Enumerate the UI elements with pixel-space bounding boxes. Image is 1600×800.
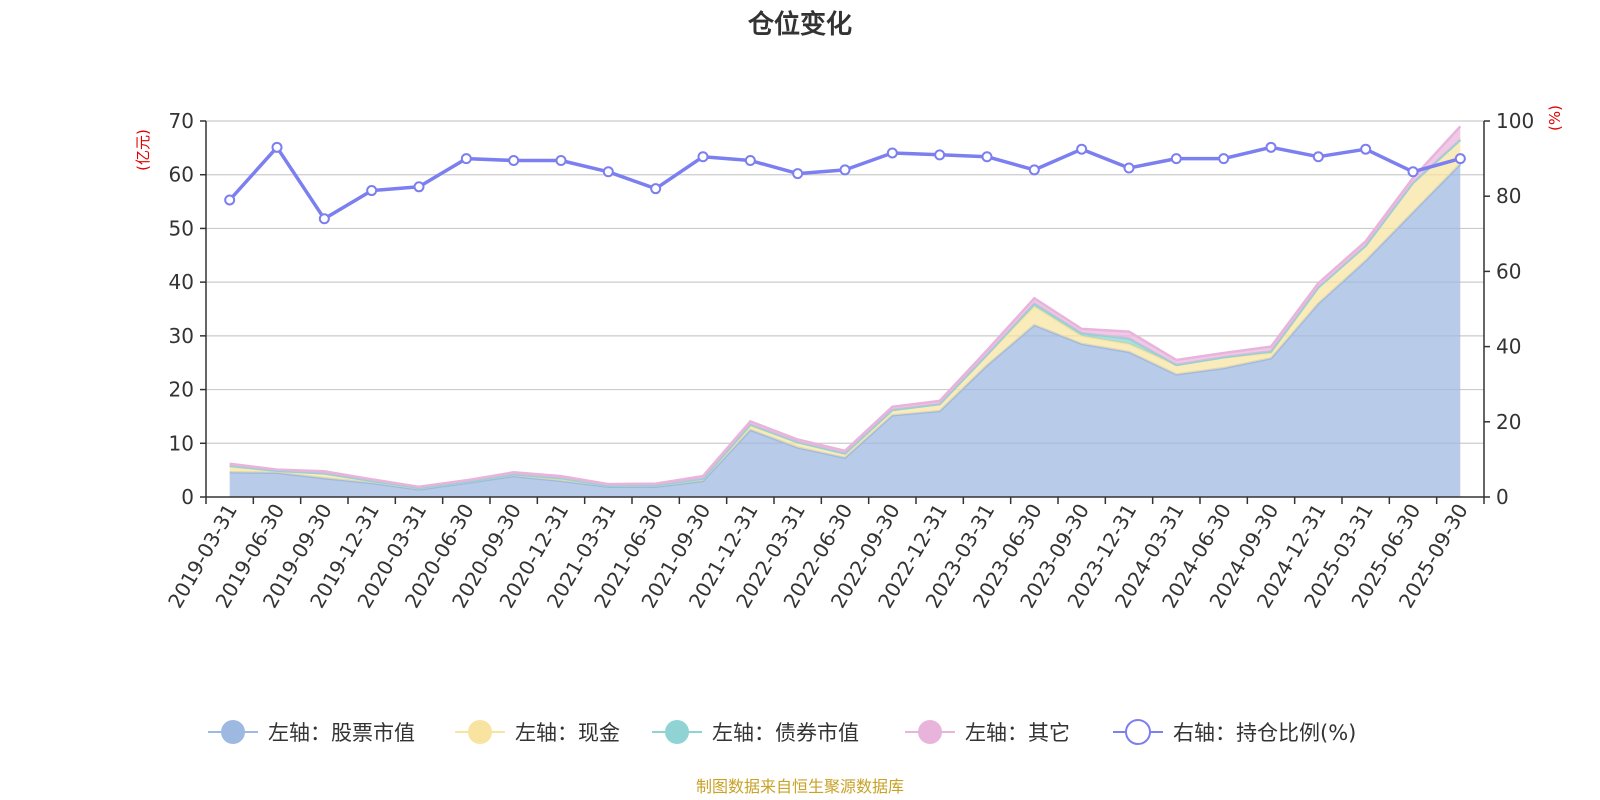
ratio-point — [1076, 143, 1088, 155]
ratio-point — [792, 168, 804, 180]
legend-item-1: 左轴：现金 — [455, 720, 620, 745]
ratio-point — [555, 154, 567, 166]
legend-label: 左轴：其它 — [965, 721, 1070, 745]
ratio-point — [981, 151, 993, 163]
ratio-point — [508, 154, 520, 166]
legend-item-3: 左轴：其它 — [905, 720, 1070, 745]
ratio-point — [366, 185, 378, 197]
data-source-note: 制图数据来自恒生聚源数据库 — [696, 777, 904, 796]
ratio-point — [602, 166, 614, 178]
right-axis-unit: (%) — [1546, 105, 1564, 131]
left-tick-label: 40 — [169, 270, 194, 294]
left-tick-label: 20 — [169, 378, 194, 402]
ratio-point — [744, 154, 756, 166]
ratio-point — [886, 147, 898, 159]
legend-marker — [221, 720, 245, 744]
ratio-point — [1170, 153, 1182, 165]
left-tick-label: 60 — [169, 163, 194, 187]
right-tick-label: 40 — [1496, 335, 1521, 359]
legend-label: 左轴：股票市值 — [268, 721, 415, 745]
area-fill-series-0 — [229, 164, 1461, 497]
ratio-point — [697, 151, 709, 163]
legend: 左轴：股票市值 左轴：现金 左轴：债券市值 左轴：其它 右轴：持仓比例(%) — [208, 719, 1356, 745]
position-ratio-line — [224, 141, 1466, 225]
legend-label: 右轴：持仓比例(%) — [1173, 721, 1356, 745]
legend-label: 左轴：现金 — [515, 721, 620, 745]
ratio-point — [460, 153, 472, 165]
ratio-point — [1407, 166, 1419, 178]
legend-item-4: 右轴：持仓比例(%) — [1113, 719, 1356, 745]
ratio-point — [1312, 151, 1324, 163]
left-tick-label: 10 — [169, 431, 194, 455]
right-tick-label: 100 — [1496, 109, 1534, 133]
chart-title: 仓位变化 — [747, 9, 852, 40]
right-tick-label: 80 — [1496, 184, 1521, 208]
legend-marker — [1125, 719, 1151, 745]
left-tick-label: 0 — [181, 485, 194, 509]
ratio-point — [1360, 143, 1372, 155]
ratio-point — [318, 213, 330, 225]
ratio-point — [224, 194, 236, 206]
legend-marker — [665, 720, 689, 744]
left-tick-label: 50 — [169, 216, 194, 240]
ratio-line-path — [228, 145, 1461, 221]
legend-label: 左轴：债券市值 — [712, 721, 859, 745]
ratio-point — [1218, 153, 1230, 165]
left-tick-label: 30 — [169, 324, 194, 348]
ratio-point — [1454, 153, 1466, 165]
legend-item-2: 左轴：债券市值 — [652, 720, 859, 745]
right-tick-label: 20 — [1496, 410, 1521, 434]
left-tick-label: 70 — [169, 109, 194, 133]
ratio-point — [934, 149, 946, 161]
ratio-point — [271, 141, 283, 153]
left-axis-unit: (亿元) — [134, 129, 152, 171]
stacked-areas — [229, 125, 1462, 497]
legend-marker — [918, 720, 942, 744]
ratio-point — [413, 181, 425, 193]
legend-marker — [468, 720, 492, 744]
ratio-point — [1028, 164, 1040, 176]
legend-item-0: 左轴：股票市值 — [208, 720, 415, 745]
ratio-point — [839, 164, 851, 176]
right-tick-label: 60 — [1496, 259, 1521, 283]
ratio-point — [1123, 162, 1135, 174]
right-tick-label: 0 — [1496, 485, 1509, 509]
ratio-point — [1265, 141, 1277, 153]
area-edge-series-3 — [229, 125, 1462, 489]
ratio-point — [650, 183, 662, 195]
